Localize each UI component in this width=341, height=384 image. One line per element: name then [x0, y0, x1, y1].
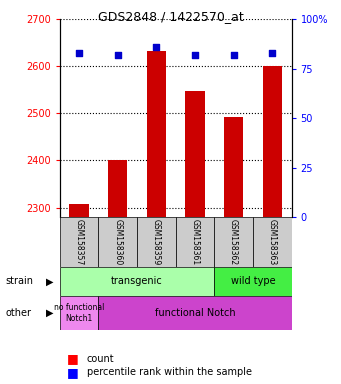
Bar: [60, 267, 214, 296]
Bar: [214, 267, 292, 296]
Bar: [60, 217, 98, 267]
Bar: [176, 217, 214, 267]
Text: GSM158361: GSM158361: [190, 219, 199, 265]
Bar: [98, 217, 137, 267]
Text: GDS2848 / 1422570_at: GDS2848 / 1422570_at: [98, 10, 243, 23]
Text: count: count: [87, 354, 115, 364]
Bar: [253, 217, 292, 267]
Text: GSM158360: GSM158360: [113, 219, 122, 265]
Text: GSM158362: GSM158362: [229, 219, 238, 265]
Bar: [98, 296, 292, 330]
Text: ■: ■: [66, 366, 78, 379]
Point: [76, 50, 82, 56]
Text: ▶: ▶: [46, 276, 53, 286]
Text: no functional
Notch1: no functional Notch1: [54, 303, 104, 323]
Bar: [137, 217, 176, 267]
Point: [269, 50, 275, 56]
Bar: [69, 204, 89, 384]
Point: [115, 52, 120, 58]
Text: ▶: ▶: [46, 308, 53, 318]
Bar: [60, 296, 98, 330]
Text: functional Notch: functional Notch: [154, 308, 235, 318]
Text: ■: ■: [66, 353, 78, 366]
Text: strain: strain: [5, 276, 33, 286]
Text: GSM158363: GSM158363: [268, 219, 277, 265]
Bar: [224, 117, 243, 384]
Bar: [108, 161, 127, 384]
Bar: [214, 217, 253, 267]
Text: percentile rank within the sample: percentile rank within the sample: [87, 367, 252, 377]
Bar: [263, 66, 282, 384]
Text: GSM158359: GSM158359: [152, 219, 161, 265]
Text: other: other: [5, 308, 31, 318]
Bar: [147, 51, 166, 384]
Point: [153, 44, 159, 50]
Text: GSM158357: GSM158357: [74, 219, 84, 265]
Bar: [185, 91, 205, 384]
Point: [192, 52, 198, 58]
Text: transgenic: transgenic: [111, 276, 163, 286]
Point: [231, 52, 236, 58]
Text: wild type: wild type: [231, 276, 275, 286]
